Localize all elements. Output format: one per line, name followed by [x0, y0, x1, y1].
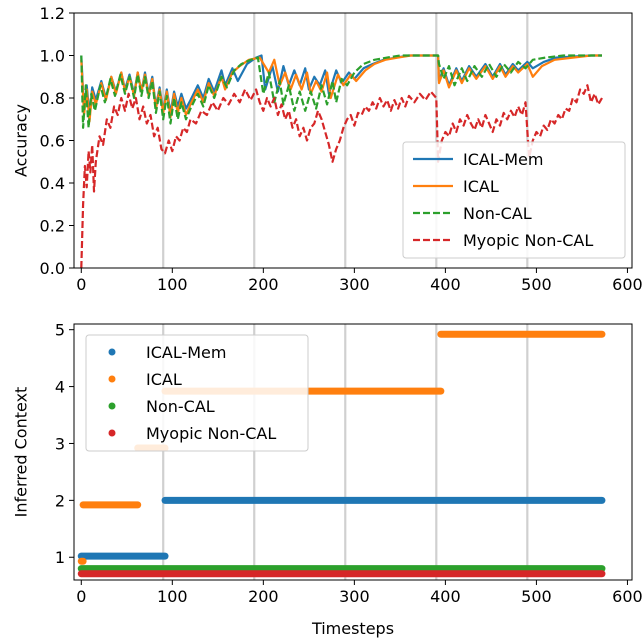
legend-swatch-non-cal [108, 402, 116, 410]
inferred-context-x-ticks: 0 100 200 300 400 500 600 [76, 580, 643, 606]
legend-box [402, 141, 626, 259]
y-tick-label: 4 [55, 378, 65, 397]
y-tick-label: 0.2 [40, 217, 65, 236]
accuracy-x-ticks: 0 100 200 300 400 500 600 [76, 268, 643, 294]
inferred-context-chart: 0 100 200 300 400 500 600 1 2 3 4 5 Inferred Conte… [12, 321, 643, 638]
x-tick-label: 300 [339, 275, 370, 294]
y-tick-label: 0.6 [40, 132, 65, 151]
x-tick-label: 600 [612, 275, 643, 294]
series-line-myopic-non-cal [80, 84, 603, 268]
x-tick-label: 500 [521, 587, 552, 606]
legend-swatch-myopic-non-cal [108, 429, 116, 437]
x-tick-label: 200 [248, 275, 279, 294]
legend-label-myopic-non-cal: Myopic Non-CAL [146, 424, 276, 443]
accuracy-y-ticks: 0.0 0.2 0.4 0.6 0.8 1.0 1.2 [40, 4, 74, 278]
inferred-context-x-axis-label: Timesteps [311, 619, 394, 638]
y-tick-label: 1 [55, 548, 65, 567]
inferred-context-y-axis-label: Inferred Context [12, 387, 31, 518]
x-tick-label: 400 [430, 275, 461, 294]
series-line-non-cal [80, 54, 602, 129]
legend-label-non-cal: Non-CAL [146, 397, 215, 416]
y-tick-label: 3 [55, 434, 65, 453]
x-tick-label: 0 [76, 587, 86, 606]
accuracy-legend: ICAL-Mem ICAL Non-CAL Myopic Non-CAL [402, 141, 626, 259]
accuracy-chart: 0 100 200 300 400 500 600 0.0 0.2 0.4 0.6 0.8 1.0 1.… [12, 4, 643, 294]
legend-label-myopic-non-cal: Myopic Non-CAL [463, 231, 593, 250]
inferred-context-legend: ICAL-Mem ICAL Non-CAL Myopic Non-CAL [85, 334, 309, 452]
legend-box [85, 334, 309, 452]
x-tick-label: 600 [612, 587, 643, 606]
y-tick-label: 0.0 [40, 259, 65, 278]
legend-label-ical-mem: ICAL-Mem [463, 150, 543, 169]
inferred-context-plot-frame [73, 323, 633, 581]
x-tick-label: 0 [76, 275, 86, 294]
y-tick-label: 0.8 [40, 89, 65, 108]
x-tick-label: 100 [157, 275, 188, 294]
legend-label-ical-mem: ICAL-Mem [146, 343, 226, 362]
legend-label-non-cal: Non-CAL [463, 204, 532, 223]
y-tick-label: 1.0 [40, 47, 65, 66]
legend-label-ical: ICAL [463, 177, 499, 196]
x-tick-label: 100 [157, 587, 188, 606]
x-tick-label: 300 [339, 587, 370, 606]
series-line-ical-mem [80, 54, 602, 117]
y-tick-label: 5 [55, 321, 65, 340]
y-tick-label: 0.4 [40, 174, 65, 193]
accuracy-y-axis-label: Accuracy [12, 104, 31, 177]
accuracy-series [80, 54, 603, 268]
x-tick-label: 200 [248, 587, 279, 606]
legend-swatch-ical [108, 375, 116, 383]
y-tick-label: 1.2 [40, 4, 65, 23]
x-tick-label: 400 [430, 587, 461, 606]
series-line-ical [80, 54, 602, 123]
y-tick-label: 2 [55, 491, 65, 510]
inferred-context-y-ticks: 1 2 3 4 5 [55, 321, 74, 567]
legend-swatch-ical-mem [108, 348, 116, 356]
legend-label-ical: ICAL [146, 370, 182, 389]
x-tick-label: 500 [521, 275, 552, 294]
